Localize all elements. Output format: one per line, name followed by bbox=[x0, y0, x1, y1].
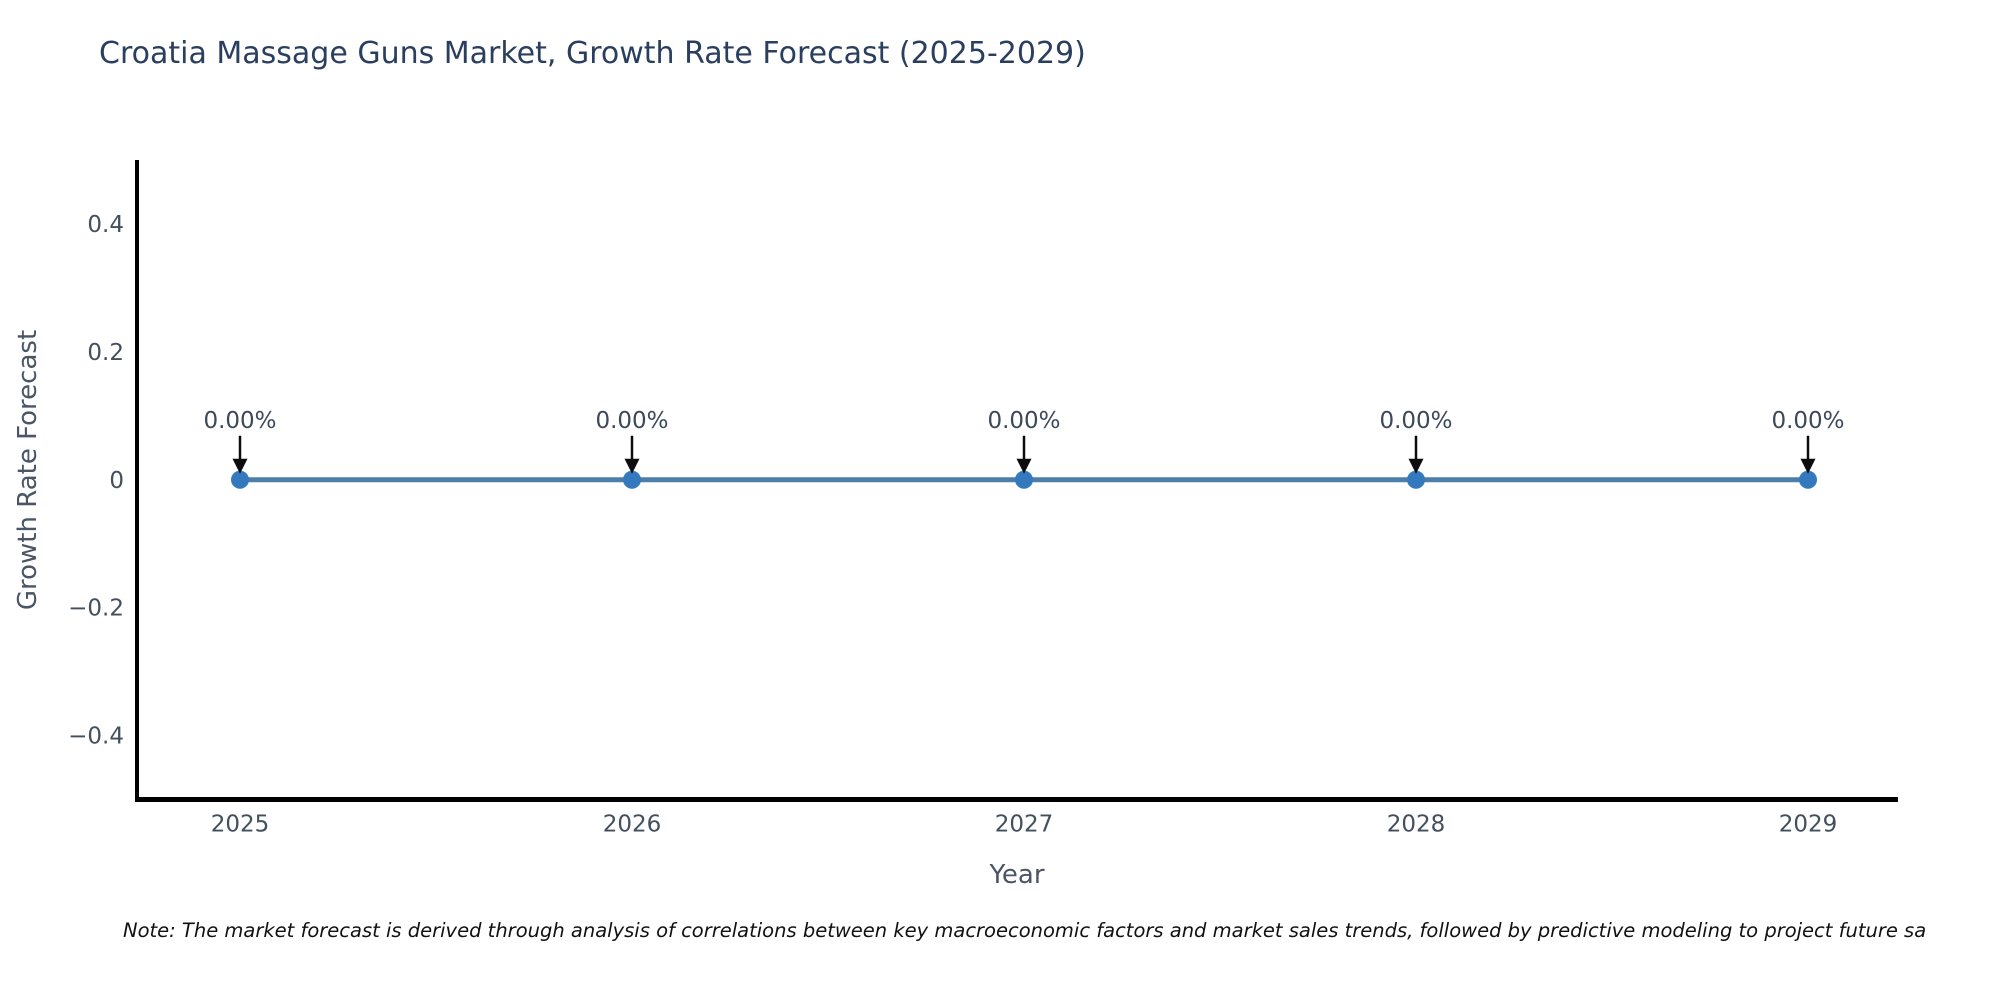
data-point-marker bbox=[1407, 470, 1425, 489]
y-tick-label: −0.4 bbox=[68, 724, 124, 750]
x-tick-label: 2029 bbox=[1779, 812, 1838, 838]
data-point-marker bbox=[623, 470, 641, 489]
annotation-arrow-head bbox=[1800, 458, 1816, 474]
point-value-label: 0.00% bbox=[1771, 408, 1844, 434]
y-tick-label: 0.2 bbox=[87, 340, 124, 366]
footnote: Note: The market forecast is derived thr… bbox=[123, 919, 1927, 942]
data-point-marker bbox=[231, 470, 249, 489]
y-tick-label: 0.4 bbox=[87, 212, 124, 238]
annotation-arrow-head bbox=[624, 458, 640, 474]
data-point-marker bbox=[1015, 470, 1033, 489]
annotation-arrow-head bbox=[1016, 458, 1032, 474]
x-tick-label: 2027 bbox=[995, 812, 1054, 838]
annotation-arrow-head bbox=[1408, 458, 1424, 474]
x-tick-label: 2028 bbox=[1387, 812, 1446, 838]
point-value-label: 0.00% bbox=[987, 408, 1060, 434]
chart-title: Croatia Massage Guns Market, Growth Rate… bbox=[99, 36, 1086, 71]
point-value-label: 0.00% bbox=[595, 408, 668, 434]
point-value-label: 0.00% bbox=[203, 408, 276, 434]
x-tick-label: 2026 bbox=[603, 812, 662, 838]
y-axis-title: Growth Rate Forecast bbox=[13, 329, 43, 611]
y-tick-label: 0 bbox=[109, 468, 124, 494]
x-tick-label: 2025 bbox=[211, 812, 270, 838]
x-axis-title: Year bbox=[989, 860, 1045, 890]
annotation-arrow-head bbox=[232, 458, 248, 474]
data-point-marker bbox=[1799, 470, 1817, 489]
y-tick-label: −0.2 bbox=[68, 596, 124, 622]
point-value-label: 0.00% bbox=[1379, 408, 1452, 434]
